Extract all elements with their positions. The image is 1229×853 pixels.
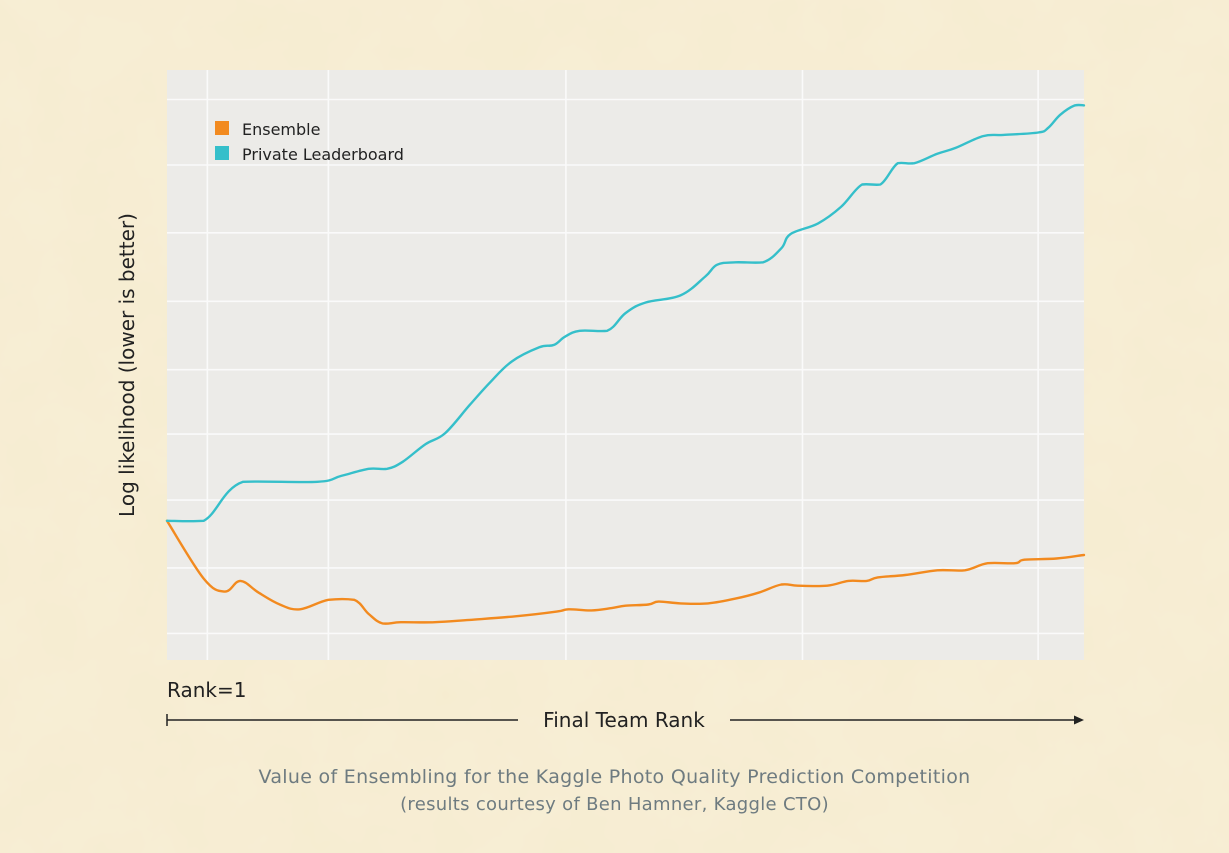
series-line-private-leaderboard — [165, 103, 1086, 523]
x-axis-label: Final Team Rank — [543, 708, 705, 732]
chart-caption-title: Value of Ensembling for the Kaggle Photo… — [258, 766, 971, 788]
series-line-ensemble — [165, 519, 1086, 625]
gridlines — [167, 70, 1084, 660]
arrowhead-icon — [1074, 715, 1084, 725]
y-axis-label: Log likelihood (lower is better) — [115, 213, 139, 517]
legend-swatch-private-leaderboard — [215, 146, 229, 160]
x-axis-arrow — [166, 714, 1084, 726]
legend-label-private-leaderboard: Private Leaderboard — [242, 145, 404, 164]
plot-area — [167, 70, 1084, 660]
legend-swatch-ensemble — [215, 121, 229, 135]
series-lines — [165, 103, 1086, 625]
chart-caption-subtitle: (results courtesy of Ben Hamner, Kaggle … — [400, 794, 829, 815]
legend: Ensemble Private Leaderboard — [215, 120, 404, 164]
legend-label-ensemble: Ensemble — [242, 120, 320, 139]
x-start-label: Rank=1 — [167, 678, 246, 702]
